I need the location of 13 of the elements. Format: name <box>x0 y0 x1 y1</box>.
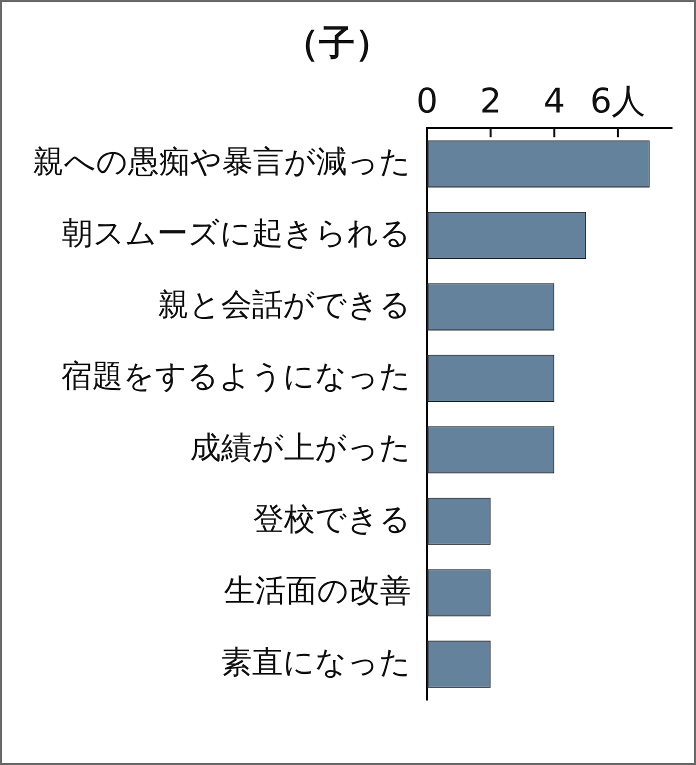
y-tick-label: 宿題をするようになった <box>61 358 411 394</box>
y-tick-label: 成績が上がった <box>190 430 411 466</box>
y-tick-label: 親への愚痴や暴言が減った <box>33 144 411 180</box>
x-tick-label: 6人 <box>590 82 646 122</box>
chart-title: （子） <box>283 22 391 64</box>
y-tick-label: 朝スムーズに起きられる <box>62 215 411 252</box>
x-tick-label: 2 <box>480 82 502 122</box>
y-tick-label: 生活面の改善 <box>224 572 411 609</box>
x-tick-label: 0 <box>416 82 438 122</box>
y-tick-label: 素直になった <box>221 644 411 680</box>
y-tick-label: 登校できる <box>253 501 411 538</box>
x-tick-label: 4 <box>543 82 566 122</box>
y-tick-label: 親と会話ができる <box>158 286 411 323</box>
